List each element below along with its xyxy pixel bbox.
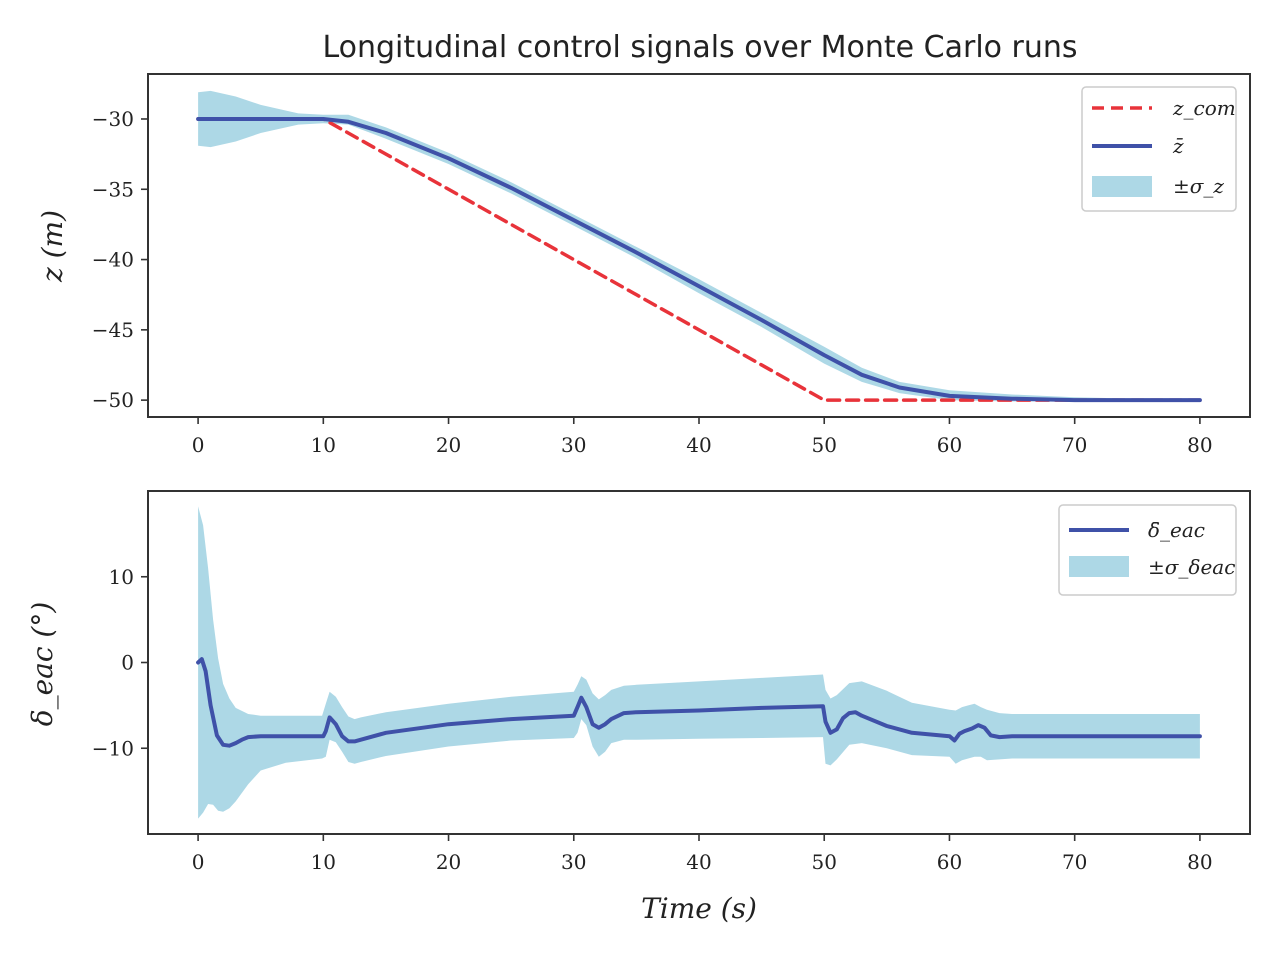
legend-label-mean: δ̄_eac xyxy=(1148,518,1205,542)
x-ticks: 0 10 20 30 40 50 60 70 80 xyxy=(192,834,1213,874)
y-ticks: 10 0 −10 xyxy=(92,565,148,760)
x-tick-label: 10 xyxy=(311,850,336,874)
x-tick-label: 40 xyxy=(686,850,711,874)
x-tick-label: 30 xyxy=(561,433,586,457)
y-ticks: −30 −35 −40 −45 −50 xyxy=(92,107,148,412)
x-tick-label: 20 xyxy=(436,433,461,457)
legend-label-command: z_com xyxy=(1172,96,1236,120)
x-tick-label: 80 xyxy=(1187,433,1212,457)
x-tick-label: 70 xyxy=(1062,850,1087,874)
panel-elevator: 0 10 20 30 40 50 60 70 80 10 0 −10 δ_eac (°) Time … xyxy=(26,490,1251,925)
legend-swatch-band xyxy=(1069,556,1129,577)
legend-label-mean: z̄ xyxy=(1172,134,1184,158)
legend-label-band: ±σ_z xyxy=(1173,174,1224,198)
y-tick-label: −50 xyxy=(92,388,134,412)
series-band-2 xyxy=(198,90,1200,402)
x-tick-label: 40 xyxy=(686,433,711,457)
y-tick-label: −45 xyxy=(92,318,134,342)
x-ticks: 0 10 20 30 40 50 60 70 80 xyxy=(192,417,1213,457)
series-line-mean-1 xyxy=(196,117,1202,403)
x-tick-label: 10 xyxy=(311,433,336,457)
chart-title: Longitudinal control signals over Monte … xyxy=(322,30,1077,65)
line-layer xyxy=(196,657,1202,748)
y-axis-label: δ_eac (°) xyxy=(26,602,59,727)
x-tick-label: 80 xyxy=(1187,850,1212,874)
y-tick-label: −35 xyxy=(92,177,134,201)
x-tick-label: 0 xyxy=(192,433,205,457)
x-tick-label: 70 xyxy=(1062,433,1087,457)
x-tick-label: 60 xyxy=(937,850,962,874)
y-tick-label: −40 xyxy=(92,248,134,272)
y-tick-label: −10 xyxy=(92,736,134,760)
x-tick-label: 60 xyxy=(937,433,962,457)
line-layer xyxy=(196,117,1202,403)
panel-altitude: 0 10 20 30 40 50 60 70 80 −30−35−40−45−50 z (m) … xyxy=(36,73,1251,457)
x-tick-label: 0 xyxy=(192,850,205,874)
series-line-command-0 xyxy=(196,117,1202,402)
x-tick-label: 20 xyxy=(436,850,461,874)
x-tick-label: 30 xyxy=(561,850,586,874)
band-layer xyxy=(198,90,1200,402)
y-tick-label: −30 xyxy=(92,107,134,131)
legend-swatch-band xyxy=(1092,176,1152,197)
y-tick-label: 10 xyxy=(109,565,134,589)
band-layer xyxy=(198,506,1200,819)
x-tick-label: 50 xyxy=(812,433,837,457)
legend: δ̄_eac ±σ_δeac xyxy=(1058,504,1237,596)
series-line-mean-0 xyxy=(196,657,1202,748)
x-axis-label: Time (s) xyxy=(641,892,757,925)
legend: z_com z̄ ±σ_z xyxy=(1081,86,1237,212)
y-axis-label: z (m) xyxy=(36,210,69,283)
y-tick-label: 0 xyxy=(121,651,134,675)
legend-label-band: ±σ_δeac xyxy=(1148,555,1235,579)
series-band-1 xyxy=(198,506,1200,819)
x-tick-label: 50 xyxy=(812,850,837,874)
